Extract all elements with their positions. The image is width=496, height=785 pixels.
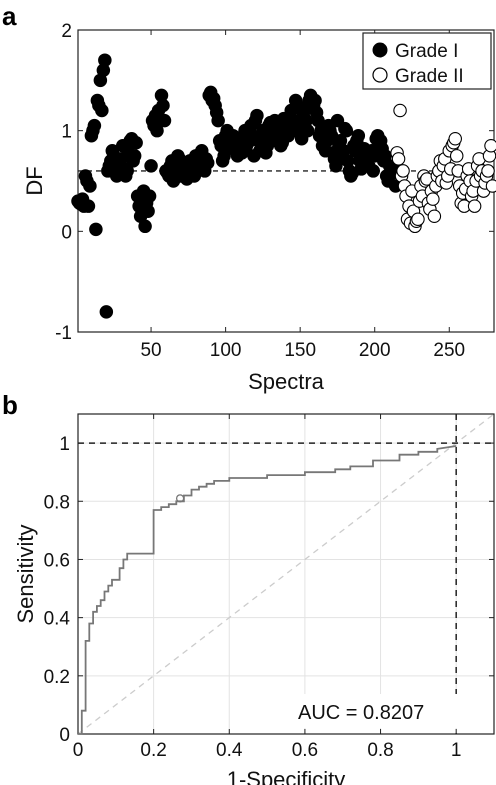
point-grade-ii	[393, 103, 407, 118]
x-tick-label-a: 100	[210, 340, 242, 361]
x-tick-label-b: 1	[451, 740, 462, 761]
y-axis-label-a: DF	[22, 166, 47, 195]
point-grade-ii	[448, 131, 462, 146]
y-axis-b: 0 0.2 0.4 0.6 0.8 1	[44, 434, 494, 746]
auc-annotation: AUC = 0.8207	[298, 702, 424, 724]
point-grade-i	[217, 149, 231, 163]
y-tick-label-b: 0.6	[44, 550, 70, 571]
point-grade-i	[156, 98, 170, 113]
x-tick-label-a: 250	[433, 340, 465, 361]
y-tick-label-b: 0	[59, 725, 70, 746]
point-grade-i	[308, 93, 322, 108]
x-tick-label-b: 0.4	[216, 740, 243, 761]
point-grade-ii	[426, 192, 440, 206]
point-grade-i	[81, 199, 96, 213]
panel-label-b: b	[2, 390, 18, 420]
roc-curve	[78, 445, 457, 735]
point-grade-i	[99, 305, 114, 319]
legend: Grade I Grade II	[362, 32, 492, 90]
point-grade-i	[300, 123, 315, 138]
auc-label-bg	[294, 694, 464, 728]
y-tick-label-b: 0.8	[44, 492, 70, 513]
point-grade-i	[366, 164, 380, 178]
x-axis-label-a: Spectra	[248, 369, 325, 394]
point-grade-ii	[449, 149, 464, 163]
y-tick-label-b: 1	[59, 434, 70, 455]
plot-b-frame	[77, 413, 495, 735]
y-axis-a: -1 0 1 2	[55, 21, 494, 344]
point-grade-ii	[467, 199, 482, 213]
x-tick-label-b: 0.8	[367, 740, 393, 761]
y-tick-label-b: 0.2	[44, 667, 70, 688]
y-tick-label-a: 1	[61, 122, 72, 143]
point-grade-i	[157, 113, 172, 128]
panel-label-a: a	[2, 1, 17, 31]
y-tick-label-b: 0.4	[44, 609, 71, 630]
point-grade-ii	[396, 164, 410, 178]
x-axis-a: 50 100 150 200 250	[140, 30, 465, 361]
x-tick-label-b: 0	[73, 740, 84, 761]
legend-marker-grade-i	[372, 42, 388, 58]
point-grade-i	[351, 128, 366, 143]
point-grade-i	[138, 219, 152, 234]
point-grade-i	[87, 118, 102, 133]
x-tick-label-a: 200	[359, 340, 391, 361]
point-grade-ii	[391, 152, 406, 166]
point-grade-i	[339, 123, 354, 138]
chance-diagonal	[77, 413, 495, 735]
x-tick-label-b: 0.6	[292, 740, 318, 761]
point-grade-ii	[485, 179, 496, 193]
point-grade-i	[83, 179, 97, 193]
point-grade-i	[95, 103, 109, 118]
legend-label-grade-i: Grade I	[395, 41, 458, 62]
point-grade-i	[129, 135, 143, 150]
point-grade-i	[211, 113, 225, 128]
point-grade-ii	[481, 164, 495, 178]
point-grade-ii	[411, 212, 425, 227]
x-tick-label-a: 150	[284, 340, 316, 361]
point-grade-i	[120, 164, 134, 178]
point-grade-ii	[427, 209, 442, 223]
point-grade-i	[250, 108, 264, 123]
point-grade-i	[98, 53, 112, 67]
y-tick-label-a: -1	[55, 323, 72, 344]
panel-b-roc: b 0 0.2 0.4 0.6 0.8 1 0 0.2 0.4 0.6 0.8 1 AUC = 0.…	[2, 390, 495, 785]
x-axis-b: 0 0.2 0.4 0.6 0.8 1	[73, 414, 462, 761]
point-grade-ii	[484, 139, 496, 153]
point-grade-i	[141, 204, 155, 218]
point-grade-i	[127, 149, 142, 163]
point-grade-i	[144, 159, 158, 173]
point-grade-i	[200, 156, 215, 170]
y-axis-label-b: Sensitivity	[13, 524, 38, 623]
legend-label-grade-ii: Grade II	[395, 66, 464, 87]
legend-marker-grade-ii	[372, 67, 388, 83]
x-tick-label-a: 50	[140, 340, 161, 361]
scatter-points	[71, 53, 496, 319]
point-grade-i	[329, 159, 343, 173]
panel-a-scatter: a -1 0 1 2 50 100 150 200 250 DF Spectra Grade …	[2, 1, 496, 394]
point-grade-i	[142, 189, 157, 203]
x-axis-label-b: 1-Specificity	[227, 767, 346, 785]
point-grade-i	[89, 222, 103, 237]
y-tick-label-a: 0	[61, 222, 72, 243]
operating-point-marker	[175, 494, 185, 503]
x-tick-label-b: 0.2	[140, 740, 166, 761]
y-tick-label-a: 2	[61, 21, 72, 42]
